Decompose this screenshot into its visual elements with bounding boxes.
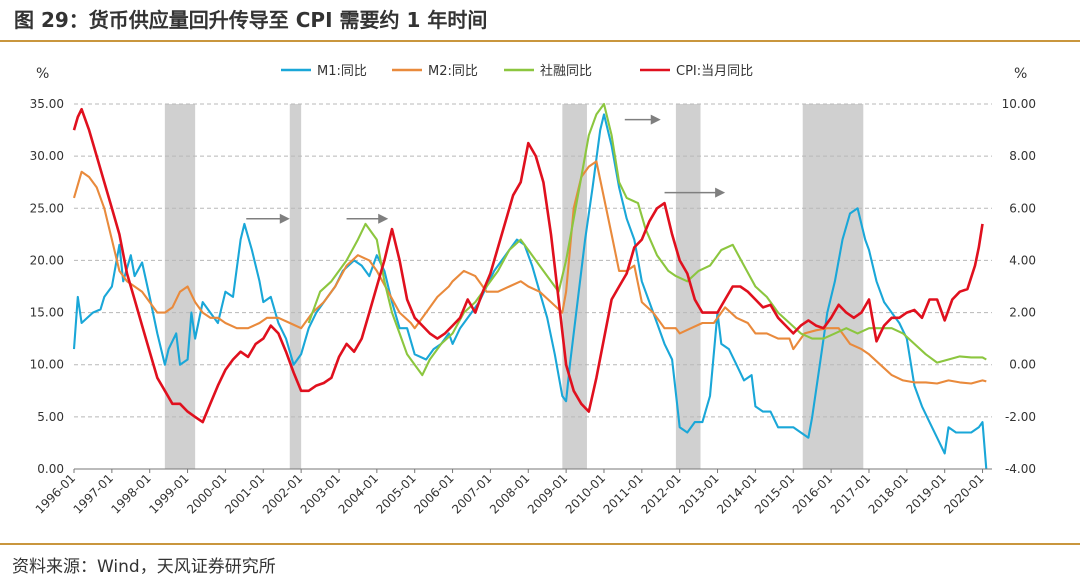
x-tick-label: 2013-01 bbox=[676, 471, 721, 516]
legend-label: 社融同比 bbox=[540, 63, 592, 79]
arrow-head bbox=[715, 187, 726, 198]
y-tick-label-right: 10.00 bbox=[1002, 97, 1036, 111]
x-tick-label: 1997-01 bbox=[71, 471, 116, 516]
y-tick-label-right: 8.00 bbox=[1009, 149, 1036, 163]
y-tick-label-left: 25.00 bbox=[30, 201, 64, 215]
y-tick-label-left: 30.00 bbox=[30, 149, 64, 163]
arrow-head bbox=[279, 213, 290, 224]
source-note: 资料来源：Wind，天风证券研究所 bbox=[12, 557, 276, 577]
y-tick-label-right: 4.00 bbox=[1009, 253, 1036, 267]
x-tick-label: 2020-01 bbox=[941, 471, 986, 516]
x-axis: 1996-011997-011998-011999-012000-012001-… bbox=[33, 468, 992, 517]
series-line bbox=[72, 113, 988, 470]
y-unit-left: % bbox=[36, 66, 49, 82]
shaded-periods bbox=[164, 104, 864, 469]
y-tick-label-left: 35.00 bbox=[30, 97, 64, 111]
footer-rule bbox=[0, 543, 1080, 545]
series-line bbox=[72, 107, 984, 424]
x-tick-label: 2007-01 bbox=[449, 471, 494, 516]
shaded-period bbox=[289, 104, 302, 469]
x-tick-label: 2000-01 bbox=[184, 471, 229, 516]
legend-label: M2:同比 bbox=[428, 64, 478, 79]
legend-label: CPI:当月同比 bbox=[676, 64, 753, 79]
y-axis-left: 0.00 5.00 10.00 15.00 20.00 25.00 30.00 35.00 bbox=[30, 97, 64, 476]
x-tick-label: 2017-01 bbox=[828, 471, 873, 516]
x-tick-label: 2008-01 bbox=[487, 471, 532, 516]
shaded-period bbox=[675, 104, 701, 469]
x-tick-label: 2012-01 bbox=[638, 471, 683, 516]
legend-label: M1:同比 bbox=[317, 64, 367, 79]
arrow-head bbox=[650, 114, 661, 125]
x-tick-label: 2001-01 bbox=[222, 471, 267, 516]
y-tick-label-right: -4.00 bbox=[1005, 462, 1036, 476]
y-tick-label-left: 5.00 bbox=[37, 410, 64, 424]
x-tick-label: 2006-01 bbox=[411, 471, 456, 516]
chart: 0.00 5.00 10.00 15.00 20.00 25.00 30.00 35.00 -… bbox=[30, 63, 1036, 517]
y-tick-label-right: 6.00 bbox=[1009, 201, 1036, 215]
x-tick-label: 2005-01 bbox=[373, 471, 418, 516]
x-tick-label: 2004-01 bbox=[336, 471, 381, 516]
x-tick-label: 2015-01 bbox=[752, 471, 797, 516]
y-unit-right: % bbox=[1014, 66, 1027, 82]
y-tick-label-right: 0.00 bbox=[1009, 358, 1036, 372]
x-tick-label: 1996-01 bbox=[33, 471, 78, 516]
x-tick-label: 2011-01 bbox=[601, 471, 646, 516]
shaded-period bbox=[164, 104, 196, 469]
y-tick-label-left: 15.00 bbox=[30, 306, 64, 320]
x-tick-label: 1998-01 bbox=[108, 471, 153, 516]
x-tick-label: 2003-01 bbox=[298, 471, 343, 516]
gridlines bbox=[74, 103, 992, 418]
x-tick-label: 2009-01 bbox=[525, 471, 570, 516]
y-tick-label-right: -2.00 bbox=[1005, 410, 1036, 424]
y-axis-right: -4.00 -2.00 0.00 2.00 4.00 6.00 8.00 10.00 bbox=[1002, 97, 1036, 476]
arrow-annotations bbox=[246, 114, 726, 224]
title-rule bbox=[0, 40, 1080, 42]
series-lines bbox=[72, 102, 988, 470]
x-tick-label: 2019-01 bbox=[903, 471, 948, 516]
x-tick-label: 2016-01 bbox=[790, 471, 835, 516]
x-tick-label: 2018-01 bbox=[866, 471, 911, 516]
x-tick-label: 2014-01 bbox=[714, 471, 759, 516]
series-line bbox=[307, 102, 987, 377]
x-tick-label: 2010-01 bbox=[563, 471, 608, 516]
y-tick-label-left: 10.00 bbox=[30, 358, 64, 372]
y-tick-label-left: 0.00 bbox=[37, 462, 64, 476]
figure-title: 图 29：货币供应量回升传导至 CPI 需要约 1 年时间 bbox=[14, 8, 488, 32]
y-tick-label-right: 2.00 bbox=[1009, 306, 1036, 320]
series-line bbox=[72, 160, 987, 385]
legend: M1:同比 M2:同比 社融同比 CPI:当月同比 bbox=[281, 63, 753, 79]
arrow-head bbox=[378, 213, 389, 224]
x-tick-label: 2002-01 bbox=[260, 471, 305, 516]
x-tick-label: 1999-01 bbox=[146, 471, 191, 516]
y-tick-label-left: 20.00 bbox=[30, 253, 64, 267]
